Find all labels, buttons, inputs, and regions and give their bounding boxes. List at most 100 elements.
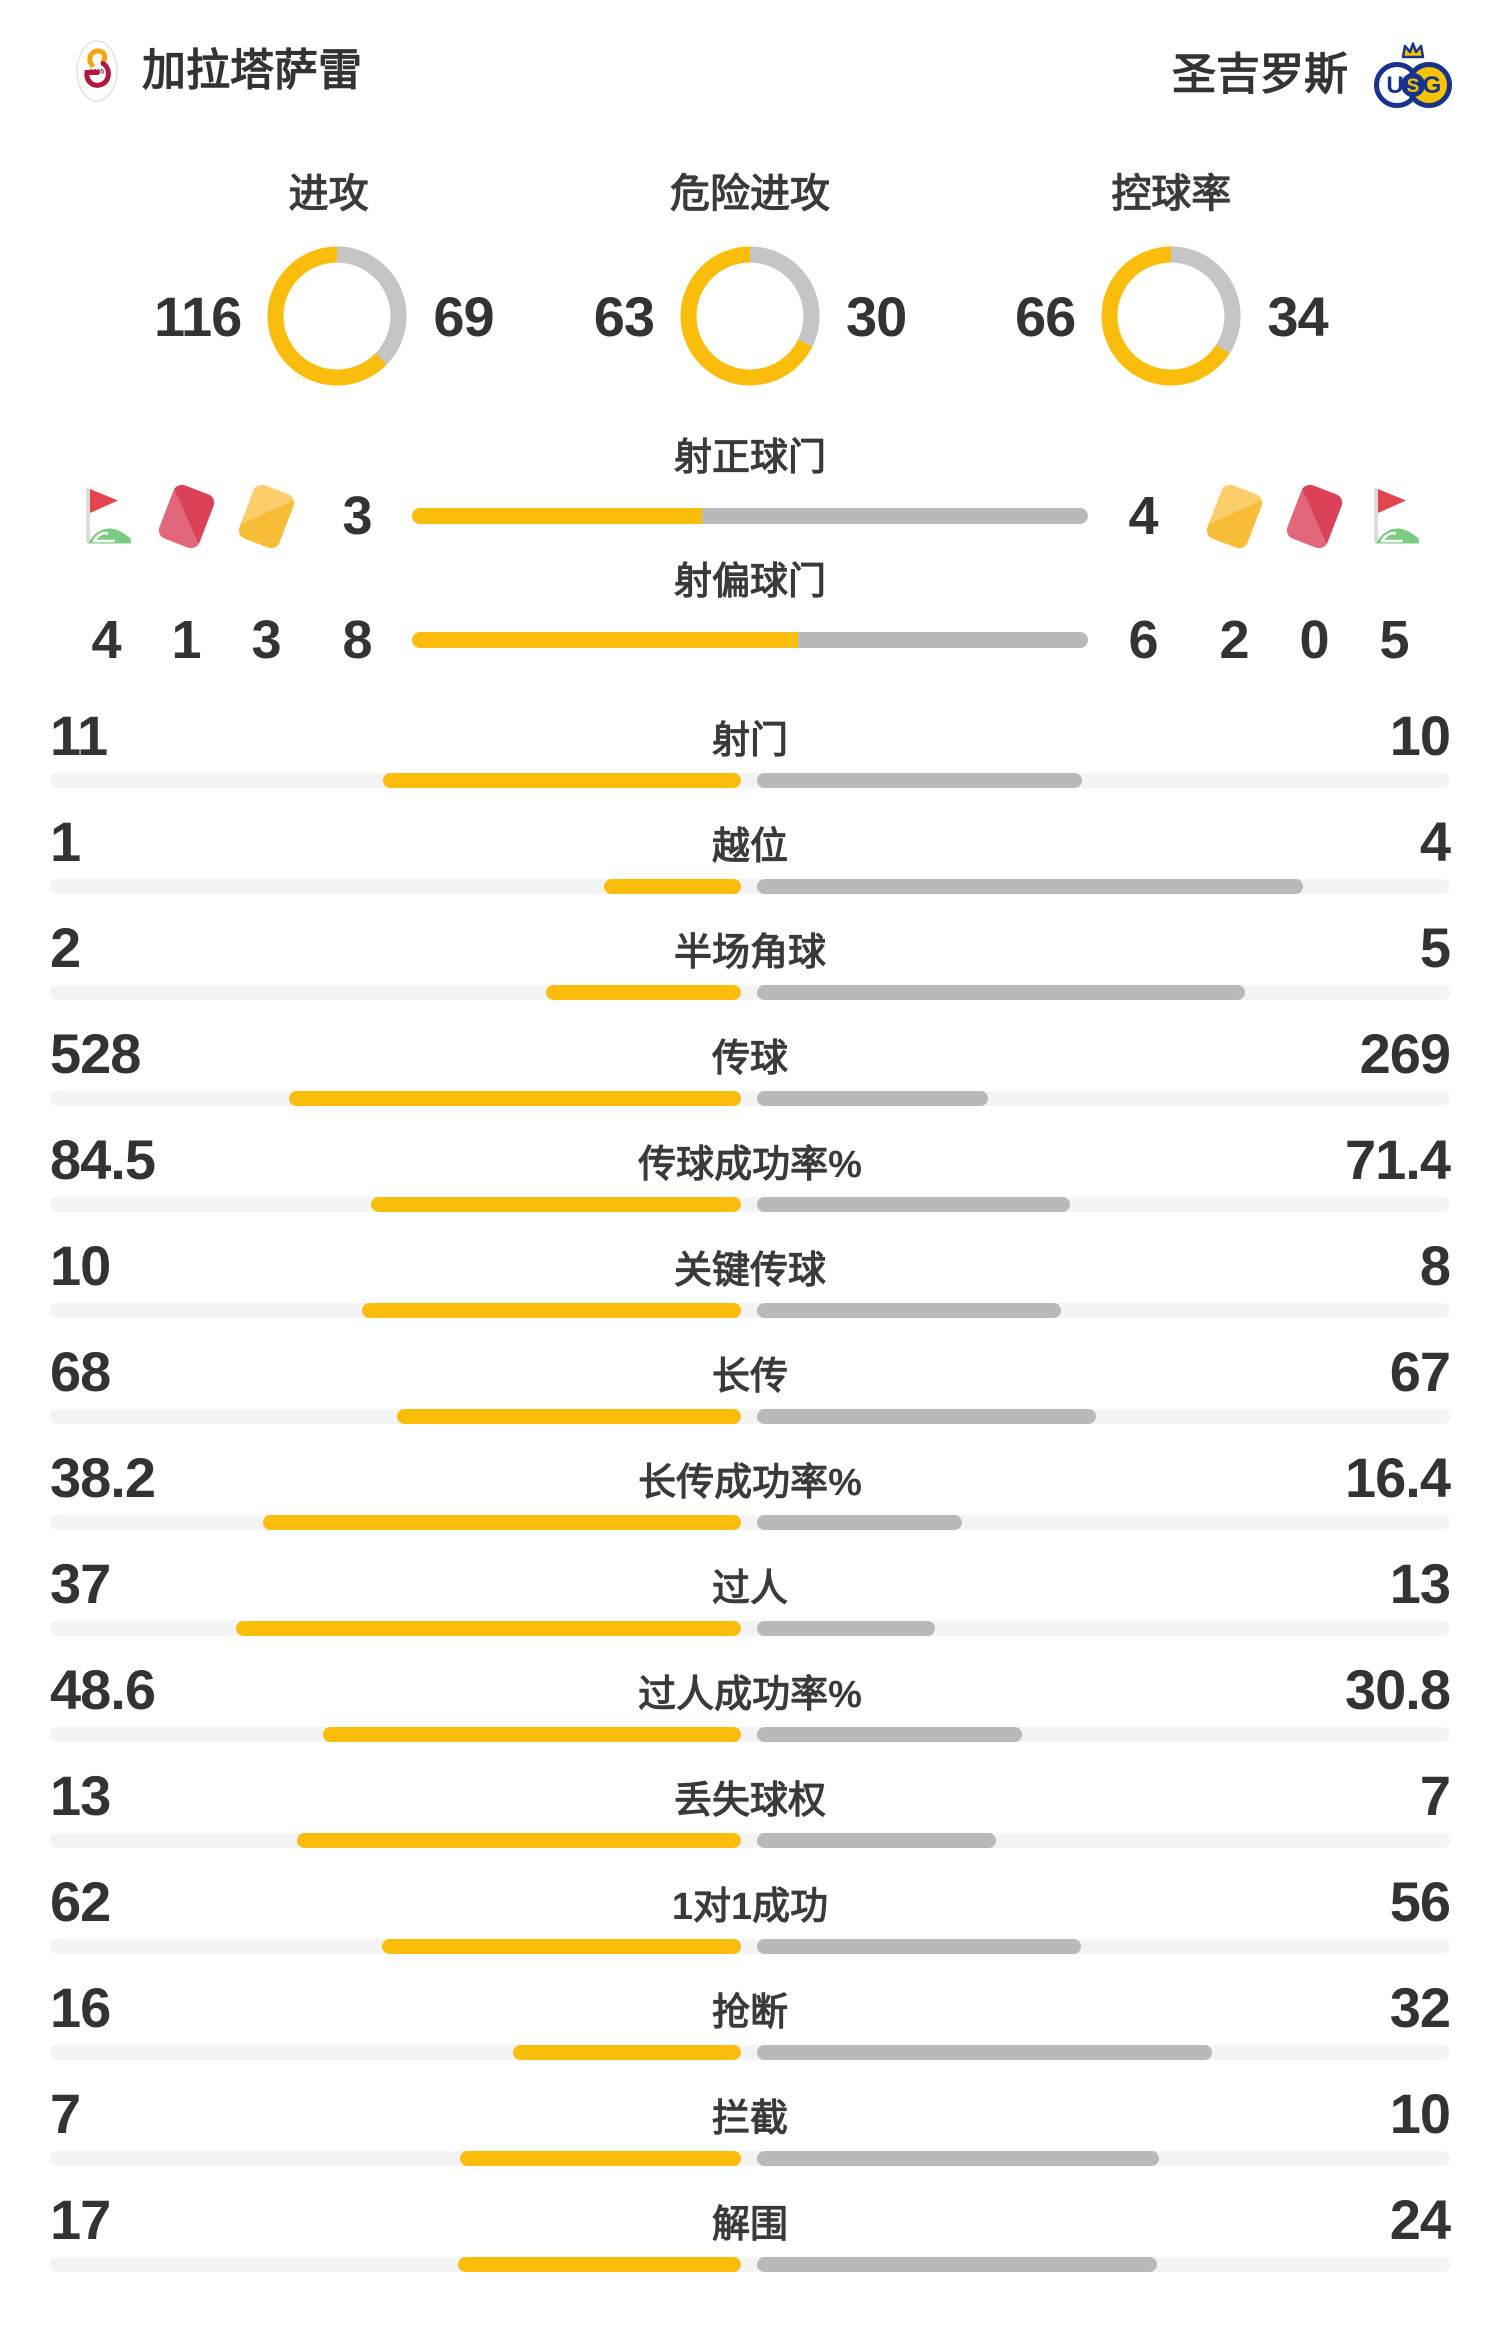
home-team-header[interactable]: 1905 加拉塔萨雷 <box>76 40 362 102</box>
donut-title: 进攻 <box>288 172 369 216</box>
stat-label: 长传成功率% <box>638 1461 862 1504</box>
stat-home-bar <box>323 1727 741 1742</box>
stat-home-value: 62 <box>50 1870 111 1933</box>
stat-label: 射门 <box>711 719 788 762</box>
stat-label: 越位 <box>711 825 788 868</box>
shot-away-value: 6 <box>1128 610 1158 670</box>
stat-row-head: 7 拦截 10 <box>50 2082 1451 2145</box>
stat-row: 38.2 长传成功率% 16.4 <box>50 1444 1451 1550</box>
stat-away-bar <box>757 1409 1096 1424</box>
stat-bar-track <box>50 2257 1450 2272</box>
stat-label: 1对1成功 <box>671 1885 829 1928</box>
shot-home-value: 3 <box>342 486 372 546</box>
stat-label: 抢断 <box>711 1991 788 2034</box>
donut-charts-section: 进攻 116 69 危险进攻 63 30 控球率 66 <box>0 172 1500 386</box>
stat-bar-track <box>50 1621 1450 1636</box>
stat-away-value: 5 <box>1419 916 1451 979</box>
stat-row: 11 射门 10 <box>50 702 1451 808</box>
donut-home-value: 66 <box>1015 284 1076 348</box>
donut-stat: 危险进攻 63 30 <box>539 172 960 386</box>
stat-home-value: 11 <box>50 704 108 767</box>
header: 1905 加拉塔萨雷 圣吉罗斯 U S G <box>0 0 1500 118</box>
home-team-logo: 1905 <box>76 40 118 102</box>
svg-text:S: S <box>1407 76 1420 97</box>
stat-away-value: 269 <box>1359 1022 1451 1085</box>
stat-away-bar <box>757 985 1245 1000</box>
stat-bar-track <box>50 879 1450 894</box>
stat-home-value: 528 <box>50 1022 141 1085</box>
stat-row: 10 关键传球 8 <box>50 1232 1451 1338</box>
stat-away-value: 7 <box>1419 1764 1451 1827</box>
stat-home-value: 17 <box>50 2188 111 2251</box>
away-team-logo: U S G <box>1374 42 1452 108</box>
away-discipline-cells <box>1198 480 1430 552</box>
donut-chart <box>1101 246 1241 386</box>
stat-label: 传球 <box>711 1037 788 1080</box>
stat-label: 拦截 <box>711 2097 788 2140</box>
stat-bar-track <box>50 1727 1450 1742</box>
stat-away-bar <box>757 879 1303 894</box>
red-card-icon <box>1283 481 1345 551</box>
donut-chart <box>680 246 820 386</box>
donut-stat: 进攻 116 69 <box>118 172 539 386</box>
stat-away-value: 71.4 <box>1345 1128 1451 1191</box>
discipline-icon-slot <box>1198 480 1270 552</box>
stat-home-value: 10 <box>50 1234 111 1297</box>
stat-home-bar <box>513 2045 741 2060</box>
stat-bar-track <box>50 1939 1450 1954</box>
discipline-icon-slot <box>150 480 222 552</box>
stat-away-value: 30.8 <box>1345 1658 1451 1721</box>
stat-away-bar <box>757 2257 1157 2272</box>
stat-home-value: 84.5 <box>50 1128 156 1191</box>
stat-home-bar <box>460 2151 741 2166</box>
stat-row-head: 37 过人 13 <box>50 1556 1451 1612</box>
stat-home-value: 38.2 <box>50 1446 156 1509</box>
stat-row-head: 13 丢失球权 7 <box>50 1764 1451 1827</box>
stat-bar-track <box>50 985 1450 1000</box>
stat-away-bar <box>757 1727 1022 1742</box>
donut-row: 63 30 <box>584 246 916 386</box>
stat-away-bar <box>757 1939 1081 1954</box>
stat-home-value: 16 <box>50 1976 111 2039</box>
donut-title: 控球率 <box>1111 172 1232 216</box>
stat-row: 62 1对1成功 56 <box>50 1868 1451 1974</box>
stat-row-head: 10 关键传球 8 <box>50 1234 1451 1297</box>
stat-bar-track <box>50 2151 1450 2166</box>
stat-away-value: 10 <box>1389 704 1451 767</box>
stat-label: 解围 <box>711 2203 788 2246</box>
svg-text:1905: 1905 <box>90 69 105 76</box>
discipline-icon-slot <box>70 480 142 552</box>
stat-row-head: 16 抢断 32 <box>50 1976 1451 2039</box>
stat-row-head: 38.2 长传成功率% 16.4 <box>50 1446 1451 1509</box>
stat-home-bar <box>382 1939 741 1954</box>
stat-away-bar <box>757 1091 988 1106</box>
shot-stat-title: 射偏球门 <box>673 561 826 603</box>
stat-home-bar <box>236 1621 741 1636</box>
stats-list: 11 射门 10 1 越位 4 2 半场角球 5 <box>0 702 1500 2292</box>
red-card-icon <box>155 481 217 551</box>
stat-label: 传球成功率% <box>638 1143 862 1186</box>
stat-home-bar <box>604 879 741 894</box>
stat-away-value: 16.4 <box>1345 1446 1451 1509</box>
away-team-header[interactable]: 圣吉罗斯 U S G <box>1172 40 1454 110</box>
stat-row-head: 528 传球 269 <box>50 1022 1451 1085</box>
stat-away-value: 10 <box>1389 2082 1451 2145</box>
stat-bar-track <box>50 1197 1450 1212</box>
discipline-icon-slot <box>230 480 302 552</box>
stat-row: 1 越位 4 <box>50 808 1451 914</box>
shot-away-value: 4 <box>1128 486 1158 546</box>
stat-row: 68 长传 67 <box>50 1338 1451 1444</box>
stat-away-bar <box>757 2151 1159 2166</box>
donut-title: 危险进攻 <box>669 172 830 216</box>
stat-row-head: 48.6 过人成功率% 30.8 <box>50 1658 1451 1721</box>
stat-home-value: 68 <box>50 1340 111 1403</box>
stat-home-bar <box>297 1833 741 1848</box>
stat-label: 过人成功率% <box>638 1673 862 1716</box>
stat-home-value: 7 <box>50 2082 81 2145</box>
stat-bar-track <box>50 773 1450 788</box>
donut-chart <box>267 246 407 386</box>
